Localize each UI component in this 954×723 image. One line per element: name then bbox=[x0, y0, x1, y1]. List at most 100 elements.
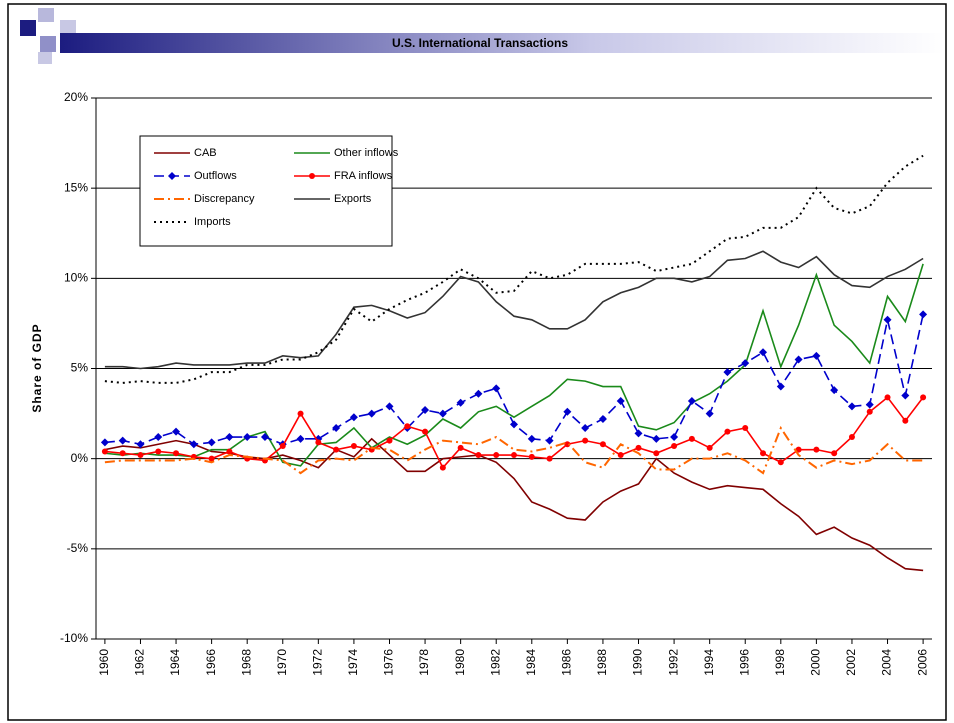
marker bbox=[902, 417, 909, 424]
x-tick-label: 1982 bbox=[488, 649, 502, 676]
series-line bbox=[104, 154, 924, 384]
legend-label: CAB bbox=[194, 147, 217, 159]
marker bbox=[457, 444, 464, 451]
marker bbox=[616, 396, 625, 405]
marker bbox=[155, 448, 162, 455]
x-tick-label: 2004 bbox=[880, 649, 894, 676]
x-tick-label: 1968 bbox=[239, 649, 253, 676]
marker bbox=[439, 464, 446, 471]
y-tick-label: 0% bbox=[71, 451, 89, 465]
x-tick-label: 1972 bbox=[311, 649, 325, 676]
x-tick-label: 1978 bbox=[417, 649, 431, 676]
y-tick-label: 20% bbox=[64, 90, 88, 104]
marker bbox=[671, 443, 678, 450]
x-tick-label: 1986 bbox=[560, 649, 574, 676]
marker bbox=[101, 448, 108, 455]
marker bbox=[742, 425, 749, 432]
marker bbox=[794, 355, 803, 364]
marker bbox=[777, 459, 784, 466]
x-tick-label: 1994 bbox=[702, 649, 716, 676]
marker bbox=[189, 440, 198, 449]
marker bbox=[920, 394, 927, 401]
legend-label: Exports bbox=[334, 193, 372, 205]
marker bbox=[511, 452, 517, 459]
marker bbox=[813, 446, 820, 453]
marker bbox=[688, 435, 695, 442]
marker bbox=[831, 450, 838, 457]
x-tick-label: 1976 bbox=[382, 649, 396, 676]
marker bbox=[474, 389, 483, 398]
marker bbox=[510, 420, 518, 429]
y-axis-label: Share of GDP bbox=[30, 323, 44, 412]
deco-square bbox=[40, 36, 56, 52]
series-line bbox=[104, 250, 924, 370]
y-tick-label: 10% bbox=[64, 271, 88, 285]
marker bbox=[635, 444, 642, 451]
x-tick-label: 1970 bbox=[275, 649, 289, 676]
marker bbox=[332, 424, 341, 433]
marker bbox=[100, 438, 109, 447]
x-tick-label: 1990 bbox=[631, 649, 645, 676]
marker bbox=[581, 424, 590, 433]
x-tick-label: 2000 bbox=[809, 649, 823, 676]
marker bbox=[493, 452, 500, 459]
marker bbox=[527, 434, 536, 443]
header-band bbox=[60, 33, 945, 53]
marker bbox=[173, 450, 180, 457]
marker bbox=[866, 408, 873, 415]
marker bbox=[367, 409, 376, 418]
marker bbox=[333, 446, 340, 453]
x-tick-label: 1974 bbox=[346, 649, 360, 676]
legend-label: Imports bbox=[194, 216, 231, 228]
x-tick-label: 1962 bbox=[133, 649, 147, 676]
marker bbox=[883, 315, 892, 324]
x-tick-label: 1998 bbox=[773, 649, 787, 676]
marker bbox=[207, 438, 216, 447]
marker bbox=[118, 436, 127, 445]
x-tick-label: 1964 bbox=[168, 649, 182, 676]
x-tick-label: 2006 bbox=[915, 649, 929, 676]
marker bbox=[385, 402, 394, 411]
marker bbox=[296, 434, 305, 443]
marker bbox=[154, 433, 163, 442]
x-tick-label: 1996 bbox=[737, 649, 751, 676]
marker bbox=[812, 351, 821, 360]
marker bbox=[884, 394, 891, 401]
marker bbox=[652, 434, 661, 443]
marker bbox=[456, 398, 465, 407]
chart-title: U.S. International Transactions bbox=[392, 36, 568, 50]
marker bbox=[279, 443, 286, 450]
marker bbox=[438, 409, 447, 418]
marker bbox=[309, 173, 315, 179]
y-tick-label: -10% bbox=[60, 631, 88, 645]
x-tick-label: 1984 bbox=[524, 649, 538, 676]
marker bbox=[564, 441, 571, 448]
marker bbox=[546, 455, 553, 462]
marker bbox=[760, 450, 767, 457]
legend-label: Other inflows bbox=[334, 147, 399, 159]
marker bbox=[136, 440, 145, 449]
marker bbox=[349, 413, 358, 422]
marker bbox=[492, 384, 501, 393]
marker bbox=[297, 410, 304, 417]
deco-square bbox=[20, 20, 36, 36]
marker bbox=[687, 396, 696, 405]
marker bbox=[243, 433, 252, 442]
marker bbox=[119, 450, 126, 457]
marker bbox=[421, 405, 430, 414]
x-tick-label: 1988 bbox=[595, 649, 609, 676]
marker bbox=[706, 444, 713, 451]
marker bbox=[404, 423, 411, 430]
marker bbox=[545, 436, 554, 445]
marker bbox=[599, 441, 606, 448]
frame bbox=[7, 3, 947, 721]
marker bbox=[172, 427, 181, 436]
marker bbox=[582, 437, 589, 444]
series-line bbox=[104, 263, 924, 467]
y-tick-label: 5% bbox=[71, 361, 89, 375]
marker bbox=[528, 453, 535, 460]
series-line bbox=[104, 425, 924, 475]
marker bbox=[598, 414, 607, 423]
y-tick-label: 15% bbox=[64, 180, 88, 194]
